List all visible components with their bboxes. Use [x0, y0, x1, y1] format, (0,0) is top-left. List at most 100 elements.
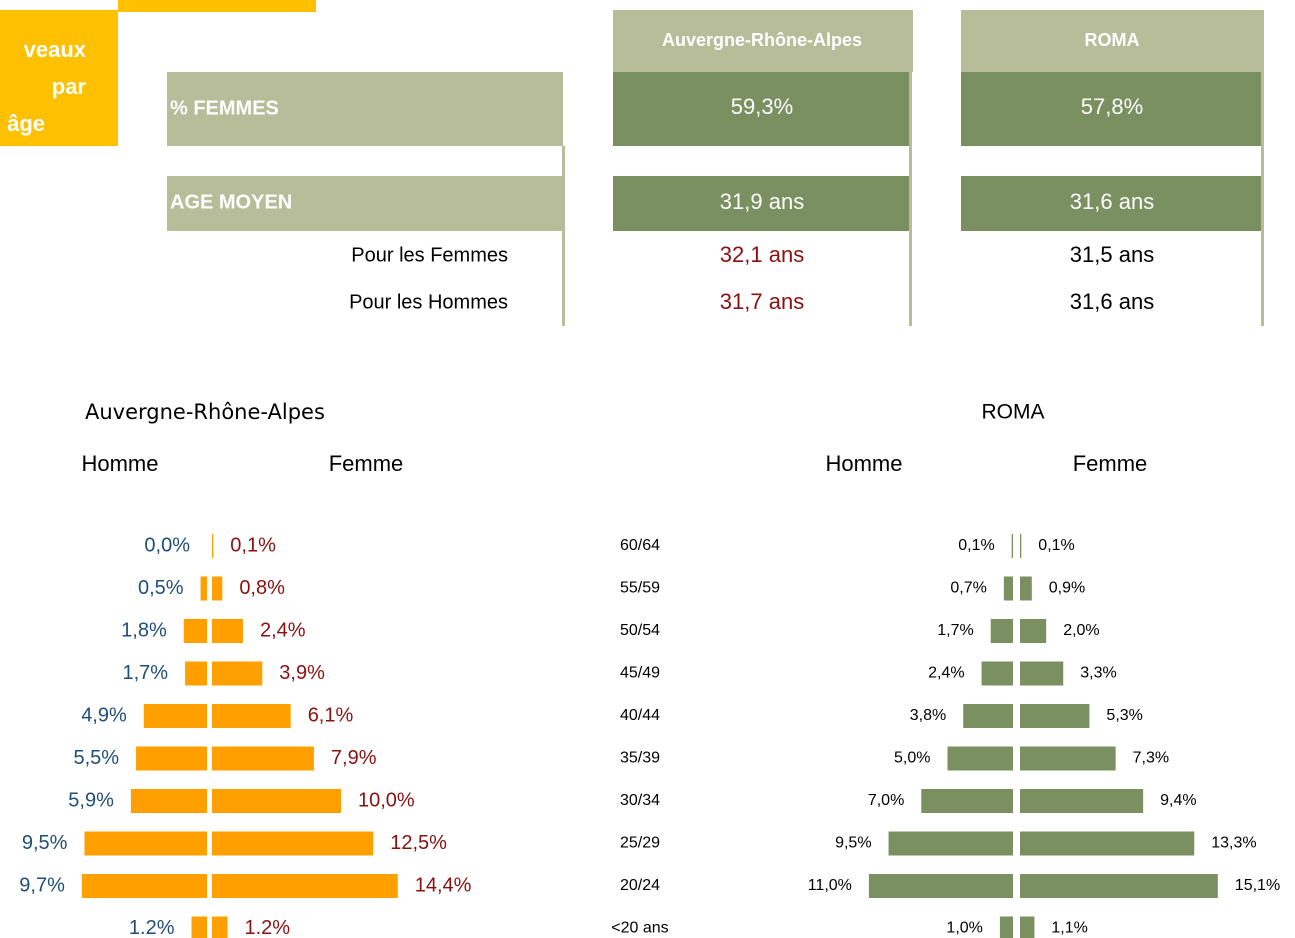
- divider: [562, 146, 565, 326]
- cell-value: 59,3%: [731, 94, 793, 119]
- chart-title: Auvergne-Rhône-Alpes: [85, 400, 325, 424]
- cell-value: 32,1 ans: [720, 242, 804, 267]
- bar: [136, 746, 207, 771]
- accent-bar: [118, 0, 316, 12]
- bar: [200, 576, 207, 601]
- bar: [212, 576, 223, 601]
- value-label: 0,1%: [230, 534, 276, 556]
- cell-value: 31,6 ans: [1070, 189, 1154, 214]
- value-label: 1,7%: [937, 622, 973, 639]
- value-label: 9,5%: [835, 835, 871, 852]
- row-label: Pour les Hommes: [349, 291, 508, 313]
- value-label: 3,9%: [279, 662, 325, 684]
- bar: [1020, 576, 1032, 601]
- bar: [212, 916, 228, 938]
- bar: [1020, 661, 1064, 686]
- value-label: 9,5%: [22, 832, 68, 854]
- bar: [130, 789, 207, 813]
- value-label: 1.2%: [129, 917, 175, 938]
- value-label: 5,5%: [73, 747, 119, 769]
- category-label: 45/49: [620, 665, 660, 682]
- cell-value: 31,7 ans: [720, 289, 804, 314]
- row-label: AGE MOYEN: [170, 191, 292, 213]
- bar: [1020, 704, 1090, 728]
- row-label: % FEMMES: [170, 97, 279, 119]
- bar: [185, 661, 207, 686]
- value-label: 1,1%: [1051, 920, 1087, 937]
- value-label: 0,1%: [1038, 537, 1074, 554]
- bar: [212, 789, 341, 813]
- bar: [212, 661, 263, 686]
- header: ROMA: [1085, 30, 1140, 50]
- bar: [1020, 831, 1195, 856]
- bar: [1020, 746, 1116, 771]
- cell-value: 31,5 ans: [1070, 242, 1154, 267]
- bar: [963, 704, 1013, 728]
- value-label: 1,7%: [122, 662, 168, 684]
- cell-value: 57,8%: [1081, 94, 1143, 119]
- cell: [961, 176, 1261, 231]
- category-label: 50/54: [620, 622, 660, 639]
- value-label: 6,1%: [308, 704, 354, 726]
- bar: [212, 746, 314, 771]
- bar: [212, 534, 214, 558]
- bar: [1020, 534, 1022, 558]
- value-label: 3,8%: [910, 707, 946, 724]
- value-label: 13,3%: [1211, 835, 1256, 852]
- divider: [909, 72, 912, 326]
- cell-value: 31,6 ans: [1070, 289, 1154, 314]
- badge-text: par: [52, 74, 87, 99]
- value-label: 0,7%: [950, 580, 986, 597]
- bar: [143, 704, 207, 728]
- category-label: 55/59: [620, 580, 660, 597]
- bar: [1020, 619, 1047, 643]
- bar: [868, 874, 1013, 898]
- badge-text: âge: [7, 111, 45, 136]
- side-label: Homme: [825, 451, 902, 476]
- value-label: 4,9%: [81, 704, 127, 726]
- value-label: 2,0%: [1063, 622, 1099, 639]
- bar: [212, 831, 374, 856]
- value-label: 0,1%: [958, 537, 994, 554]
- divider: [1261, 72, 1264, 326]
- header-cell: [961, 10, 1264, 72]
- row-band: [167, 72, 563, 146]
- category-label: 40/44: [620, 707, 660, 724]
- category-label: <20 ans: [611, 920, 668, 937]
- category-label: 35/39: [620, 750, 660, 767]
- value-label: 12,5%: [390, 832, 447, 854]
- category-label: 60/64: [620, 537, 660, 554]
- bar: [981, 661, 1013, 686]
- value-label: 9,4%: [1160, 792, 1196, 809]
- cell-value: 31,9 ans: [720, 189, 804, 214]
- bar: [990, 619, 1013, 643]
- bar: [921, 789, 1013, 813]
- category-label: 25/29: [620, 835, 660, 852]
- value-label: 9,7%: [19, 874, 65, 896]
- row-label: Pour les Femmes: [351, 244, 508, 266]
- bar: [1011, 534, 1013, 558]
- value-label: 3,3%: [1080, 665, 1116, 682]
- bar: [81, 874, 207, 898]
- bar: [191, 916, 207, 938]
- bar: [947, 746, 1013, 771]
- cell: [613, 72, 910, 146]
- bar: [84, 831, 207, 856]
- value-label: 7,9%: [331, 747, 377, 769]
- side-label: Femme: [329, 451, 404, 476]
- bar: [1020, 874, 1218, 898]
- bar: [1020, 789, 1144, 813]
- bar: [212, 874, 398, 898]
- value-label: 0,5%: [138, 577, 184, 599]
- value-label: 2,4%: [928, 665, 964, 682]
- category-label: 20/24: [620, 877, 660, 894]
- value-label: 1,0%: [946, 920, 982, 937]
- value-label: 14,4%: [415, 874, 472, 896]
- value-label: 0,8%: [239, 577, 285, 599]
- bar: [183, 619, 207, 643]
- bar: [1003, 576, 1013, 601]
- header-cell: [613, 10, 913, 72]
- badge: [0, 10, 118, 146]
- value-label: 5,9%: [68, 789, 114, 811]
